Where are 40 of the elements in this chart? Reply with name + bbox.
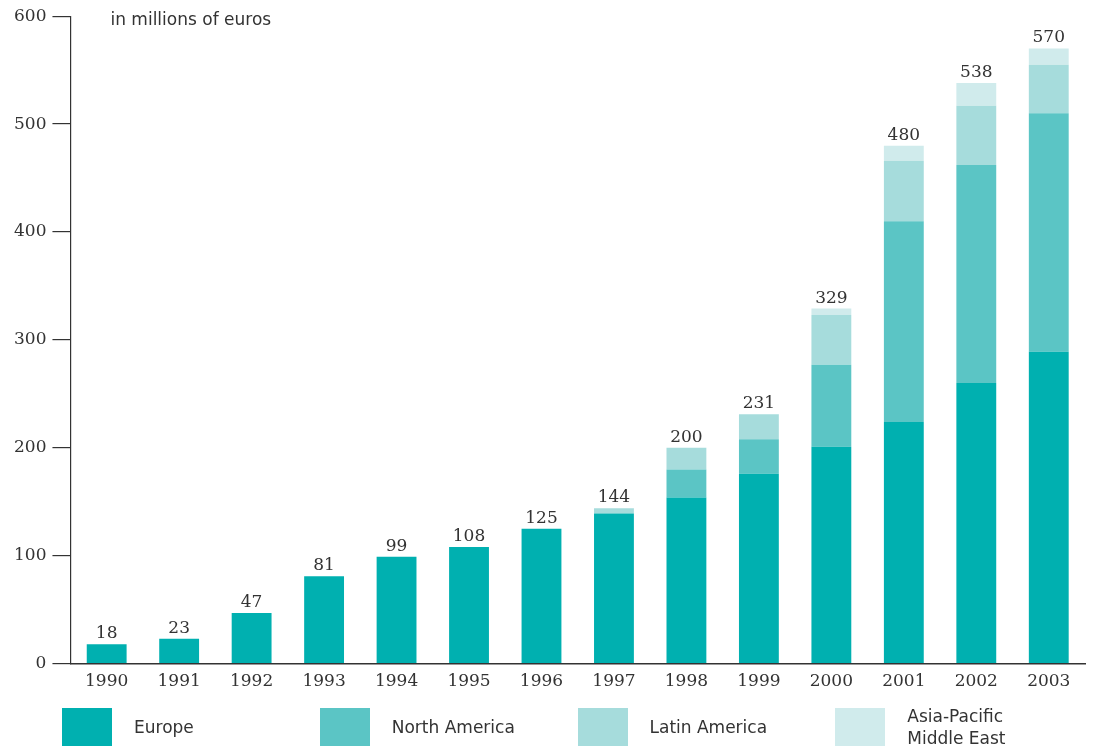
x-tick-label: 1996 xyxy=(519,670,564,691)
x-tick-label: 2003 xyxy=(1027,670,1071,691)
x-tick-label: 1990 xyxy=(85,670,129,691)
x-tick-label: 1991 xyxy=(157,670,201,691)
y-tick-label: 100 xyxy=(13,544,47,565)
x-tick-label: 1999 xyxy=(737,670,781,691)
total-label: 23 xyxy=(168,616,190,637)
x-tick-label: 1995 xyxy=(447,670,491,691)
x-tick-label: 2001 xyxy=(882,670,926,691)
legend-label: North America xyxy=(391,715,516,738)
x-tick-label: 2000 xyxy=(809,670,853,691)
total-label: 108 xyxy=(452,524,486,545)
total-label: 480 xyxy=(887,123,921,144)
y-tick-label: 400 xyxy=(13,220,47,241)
total-label: 538 xyxy=(960,61,993,82)
y-tick-label: 600 xyxy=(13,4,47,25)
legend-label: Asia-Pacific Middle East xyxy=(907,704,1007,749)
total-label: 81 xyxy=(313,554,335,575)
total-label: 144 xyxy=(597,486,631,507)
x-tick-label: 1997 xyxy=(592,670,636,691)
total-label: 231 xyxy=(742,392,776,413)
legend-label: Europe xyxy=(134,715,195,738)
total-label: 99 xyxy=(385,534,408,555)
y-tick-label: 200 xyxy=(13,436,47,457)
total-label: 125 xyxy=(525,506,558,527)
total-label: 200 xyxy=(670,425,703,446)
y-tick-label: 300 xyxy=(13,328,47,349)
x-tick-label: 1998 xyxy=(664,670,709,691)
x-tick-label: 1992 xyxy=(229,670,274,691)
x-tick-label: 2002 xyxy=(954,670,998,691)
total-label: 329 xyxy=(815,286,848,307)
legend-label: Latin America xyxy=(649,715,769,738)
y-tick-label: 500 xyxy=(13,112,47,133)
y-tick-label: 0 xyxy=(35,652,47,673)
total-label: 570 xyxy=(1032,26,1065,47)
y-axis-title: in millions of euros xyxy=(110,8,272,29)
x-tick-label: 1993 xyxy=(302,670,346,691)
total-label: 18 xyxy=(95,622,118,643)
total-label: 47 xyxy=(240,590,263,611)
x-tick-label: 1994 xyxy=(374,670,419,691)
